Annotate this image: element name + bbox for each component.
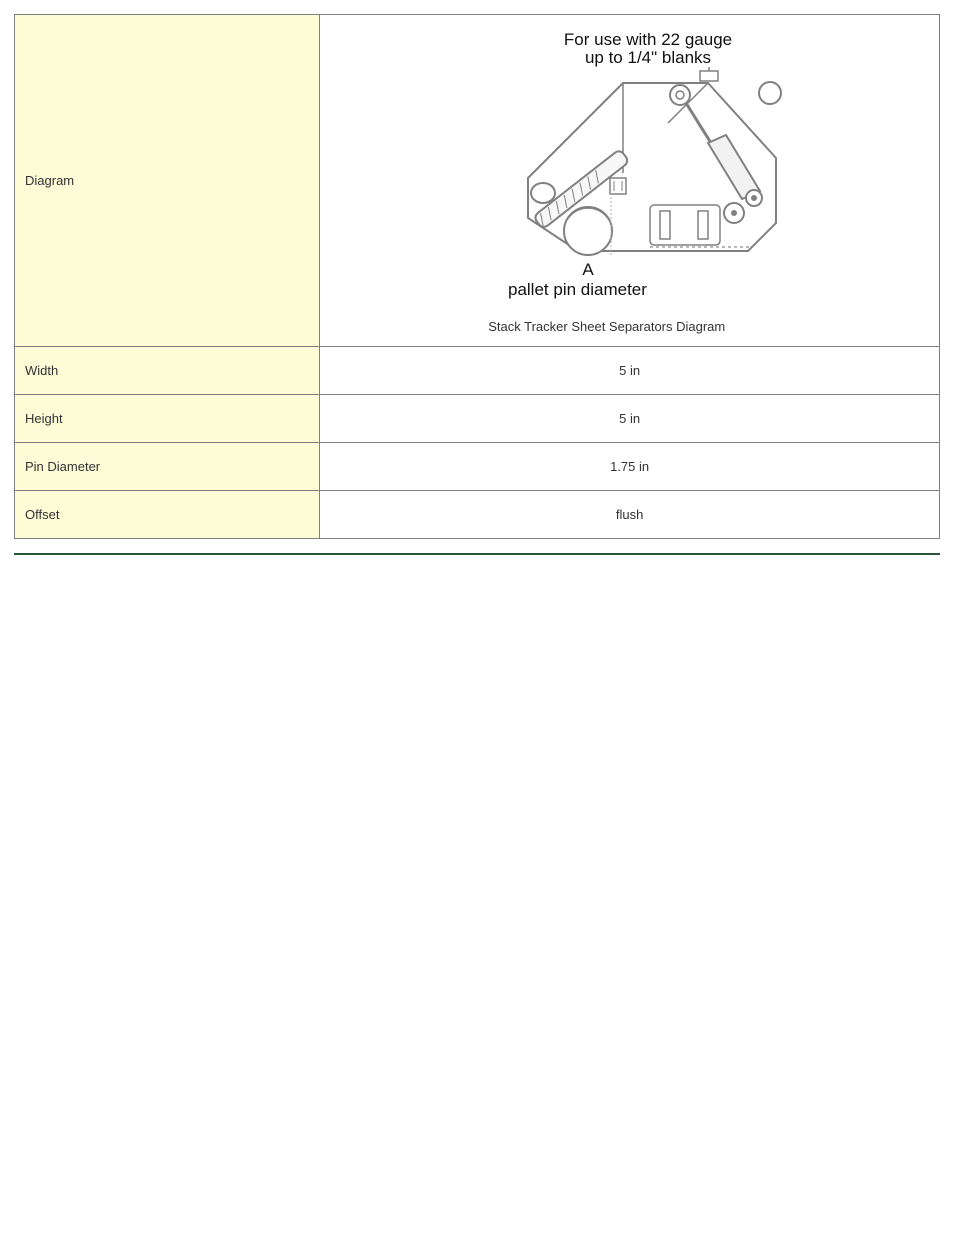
table-row: Height 5 in xyxy=(15,395,940,443)
bottom-rule xyxy=(14,553,940,555)
top-fitting-rect xyxy=(700,71,718,81)
sheet-separator-diagram: For use with 22 gauge up to 1/4" blanks xyxy=(458,23,798,313)
pivot-secondary-dot xyxy=(731,210,737,216)
diagram-cell: For use with 22 gauge up to 1/4" blanks xyxy=(320,15,940,347)
annotation-pin-text: pallet pin diameter xyxy=(508,280,647,299)
value-offset: flush xyxy=(320,491,940,539)
annotation-a: A xyxy=(583,260,595,279)
label-width: Width xyxy=(15,347,320,395)
table-row: Width 5 in xyxy=(15,347,940,395)
table-row-diagram: Diagram For use with 22 gauge up to 1/4"… xyxy=(15,15,940,347)
label-diagram: Diagram xyxy=(15,15,320,347)
diagram-svg-wrap: For use with 22 gauge up to 1/4" blanks xyxy=(328,23,931,313)
spec-table: Diagram For use with 22 gauge up to 1/4"… xyxy=(14,14,940,539)
hole-left xyxy=(531,183,555,203)
post-1 xyxy=(660,211,670,239)
diagram-top-text-2: up to 1/4" blanks xyxy=(585,48,711,67)
diagram-caption: Stack Tracker Sheet Separators Diagram xyxy=(328,319,931,334)
handle-bracket xyxy=(610,178,626,194)
table-row: Pin Diameter 1.75 in xyxy=(15,443,940,491)
pallet-pin-circle xyxy=(564,207,612,255)
label-offset: Offset xyxy=(15,491,320,539)
diagram-top-text-1: For use with 22 gauge xyxy=(564,30,732,49)
label-height: Height xyxy=(15,395,320,443)
hole-top-right xyxy=(759,82,781,104)
value-pin-diameter: 1.75 in xyxy=(320,443,940,491)
value-height: 5 in xyxy=(320,395,940,443)
pivot-lower-strut-dot xyxy=(751,195,757,201)
pivot-upper-inner xyxy=(676,91,684,99)
post-2 xyxy=(698,211,708,239)
table-row: Offset flush xyxy=(15,491,940,539)
value-width: 5 in xyxy=(320,347,940,395)
label-pin-diameter: Pin Diameter xyxy=(15,443,320,491)
